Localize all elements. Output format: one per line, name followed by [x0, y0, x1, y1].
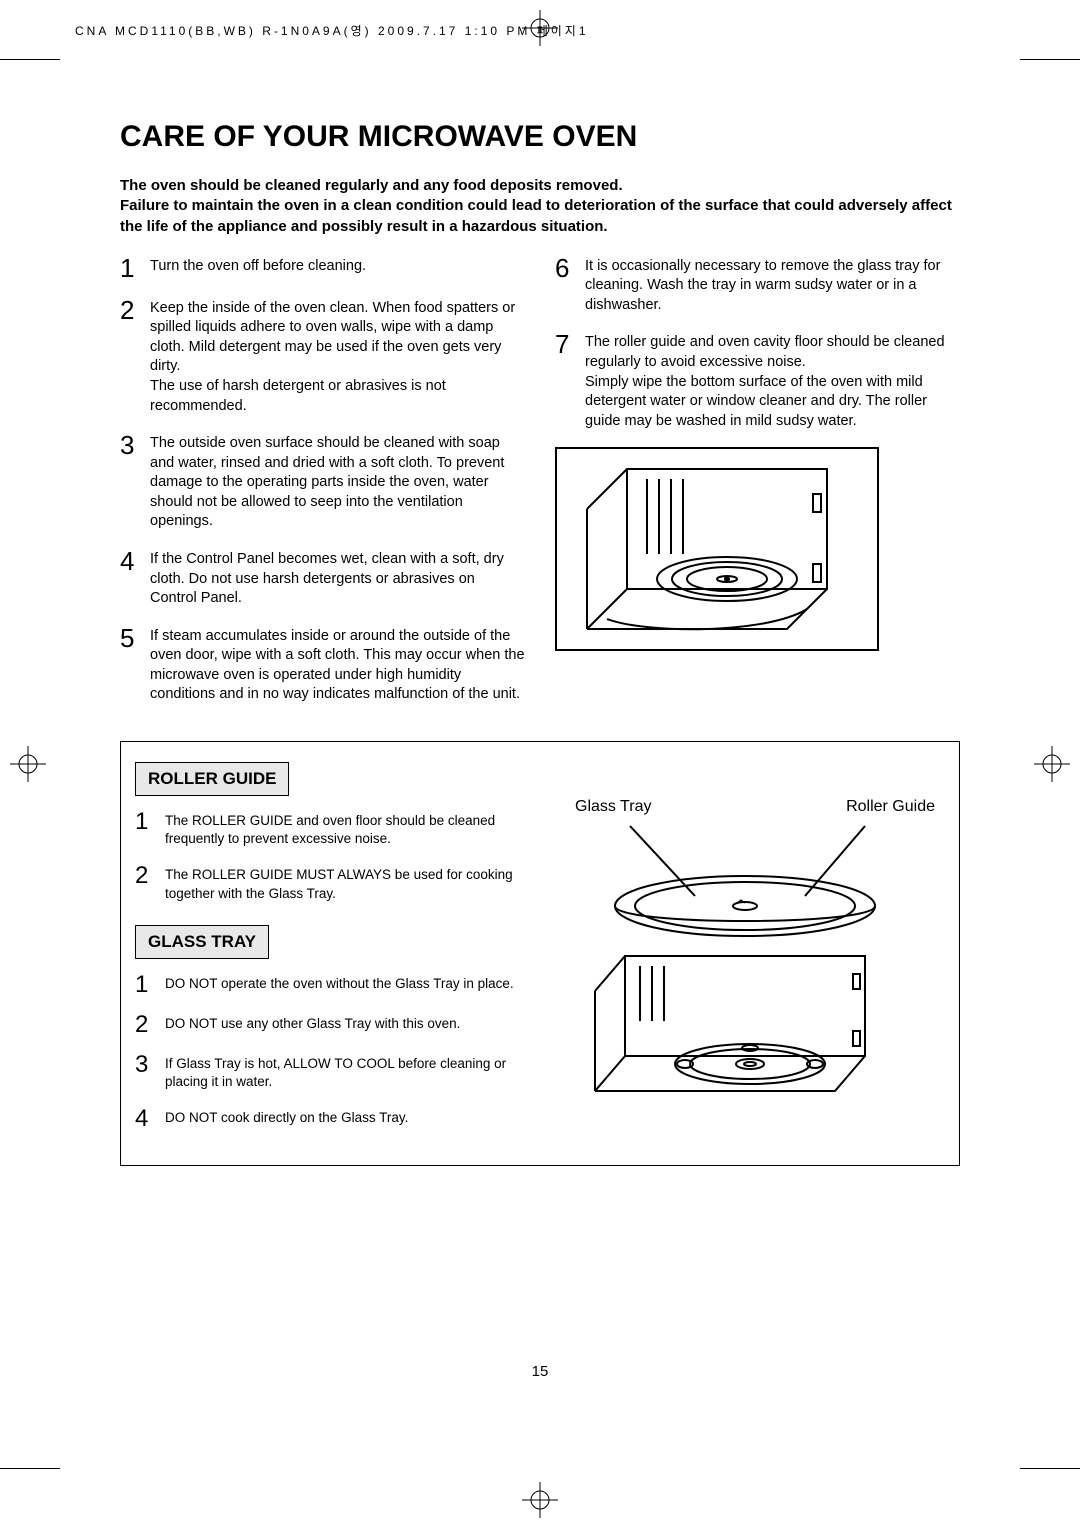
step-text: If the Control Panel becomes wet, clean …	[150, 548, 525, 609]
step-text: It is occasionally necessary to remove t…	[585, 255, 960, 316]
numbered-step: 1 DO NOT operate the oven without the Gla…	[135, 973, 551, 997]
step-number: 5	[120, 625, 140, 705]
oven-interior-icon	[567, 459, 867, 639]
step-text: The ROLLER GUIDE MUST ALWAYS be used for…	[165, 864, 551, 902]
step-number: 1	[120, 255, 140, 281]
step-text: Turn the oven off before cleaning.	[150, 255, 366, 281]
step-text: If Glass Tray is hot, ALLOW TO COOL befo…	[165, 1053, 551, 1091]
step-number: 1	[135, 810, 155, 848]
page-content: CARE OF YOUR MICROWAVE OVEN The oven sho…	[120, 120, 960, 1166]
step-text: The ROLLER GUIDE and oven floor should b…	[165, 810, 551, 848]
step-text: The outside oven surface should be clean…	[150, 432, 525, 532]
numbered-step: 2 DO NOT use any other Glass Tray with th…	[135, 1013, 551, 1037]
registration-mark-icon	[10, 746, 46, 782]
step-number: 3	[120, 432, 140, 532]
registration-mark-icon	[522, 1482, 558, 1518]
numbered-step: 3The outside oven surface should be clea…	[120, 432, 525, 532]
roller-guide-label: Roller Guide	[846, 798, 935, 816]
step-text: DO NOT use any other Glass Tray with thi…	[165, 1013, 460, 1037]
step-text: If steam accumulates inside or around th…	[150, 625, 525, 705]
roller-guide-heading: ROLLER GUIDE	[135, 762, 289, 796]
glass-tray-label: Glass Tray	[575, 798, 651, 816]
step-number: 2	[135, 1013, 155, 1037]
step-text: The roller guide and oven cavity floor s…	[585, 331, 960, 431]
document-header-meta: CNA MCD1110(BB,WB) R-1N0A9A(영) 2009.7.17…	[75, 22, 589, 39]
numbered-step: 2Keep the inside of the oven clean. When…	[120, 297, 525, 416]
step-number: 2	[120, 297, 140, 416]
tray-roller-figure	[565, 816, 925, 1116]
step-number: 2	[135, 864, 155, 902]
oven-interior-figure	[555, 447, 879, 651]
numbered-step: 4If the Control Panel becomes wet, clean…	[120, 548, 525, 609]
step-number: 7	[555, 331, 575, 431]
step-text: DO NOT cook directly on the Glass Tray.	[165, 1107, 408, 1131]
registration-mark-icon	[1034, 746, 1070, 782]
glass-tray-heading: GLASS TRAY	[135, 925, 269, 959]
page-title: CARE OF YOUR MICROWAVE OVEN	[120, 120, 960, 154]
intro-text: The oven should be cleaned regularly and…	[120, 176, 960, 237]
roller-glass-section: ROLLER GUIDE 1 The ROLLER GUIDE and oven …	[120, 741, 960, 1166]
numbered-step: 1 The ROLLER GUIDE and oven floor should …	[135, 810, 551, 848]
numbered-step: 4 DO NOT cook directly on the Glass Tray.	[135, 1107, 551, 1131]
numbered-step: 5If steam accumulates inside or around t…	[120, 625, 525, 705]
step-text: DO NOT operate the oven without the Glas…	[165, 973, 514, 997]
page: CNA MCD1110(BB,WB) R-1N0A9A(영) 2009.7.17…	[0, 0, 1080, 1528]
numbered-step: 1 Turn the oven off before cleaning.	[120, 255, 525, 281]
numbered-step: 6It is occasionally necessary to remove …	[555, 255, 960, 316]
step-number: 3	[135, 1053, 155, 1091]
care-steps-left-column: 1 Turn the oven off before cleaning. 2Keep…	[120, 255, 525, 721]
step-text: Keep the inside of the oven clean. When …	[150, 297, 525, 416]
numbered-step: 2 The ROLLER GUIDE MUST ALWAYS be used fo…	[135, 864, 551, 902]
step-number: 1	[135, 973, 155, 997]
page-number: 15	[0, 1363, 1080, 1380]
numbered-step: 7The roller guide and oven cavity floor …	[555, 331, 960, 431]
numbered-step: 3 If Glass Tray is hot, ALLOW TO COOL bef…	[135, 1053, 551, 1091]
step-number: 6	[555, 255, 575, 316]
step-number: 4	[120, 548, 140, 609]
care-steps-right-column: 6It is occasionally necessary to remove …	[555, 255, 960, 721]
step-number: 4	[135, 1107, 155, 1131]
